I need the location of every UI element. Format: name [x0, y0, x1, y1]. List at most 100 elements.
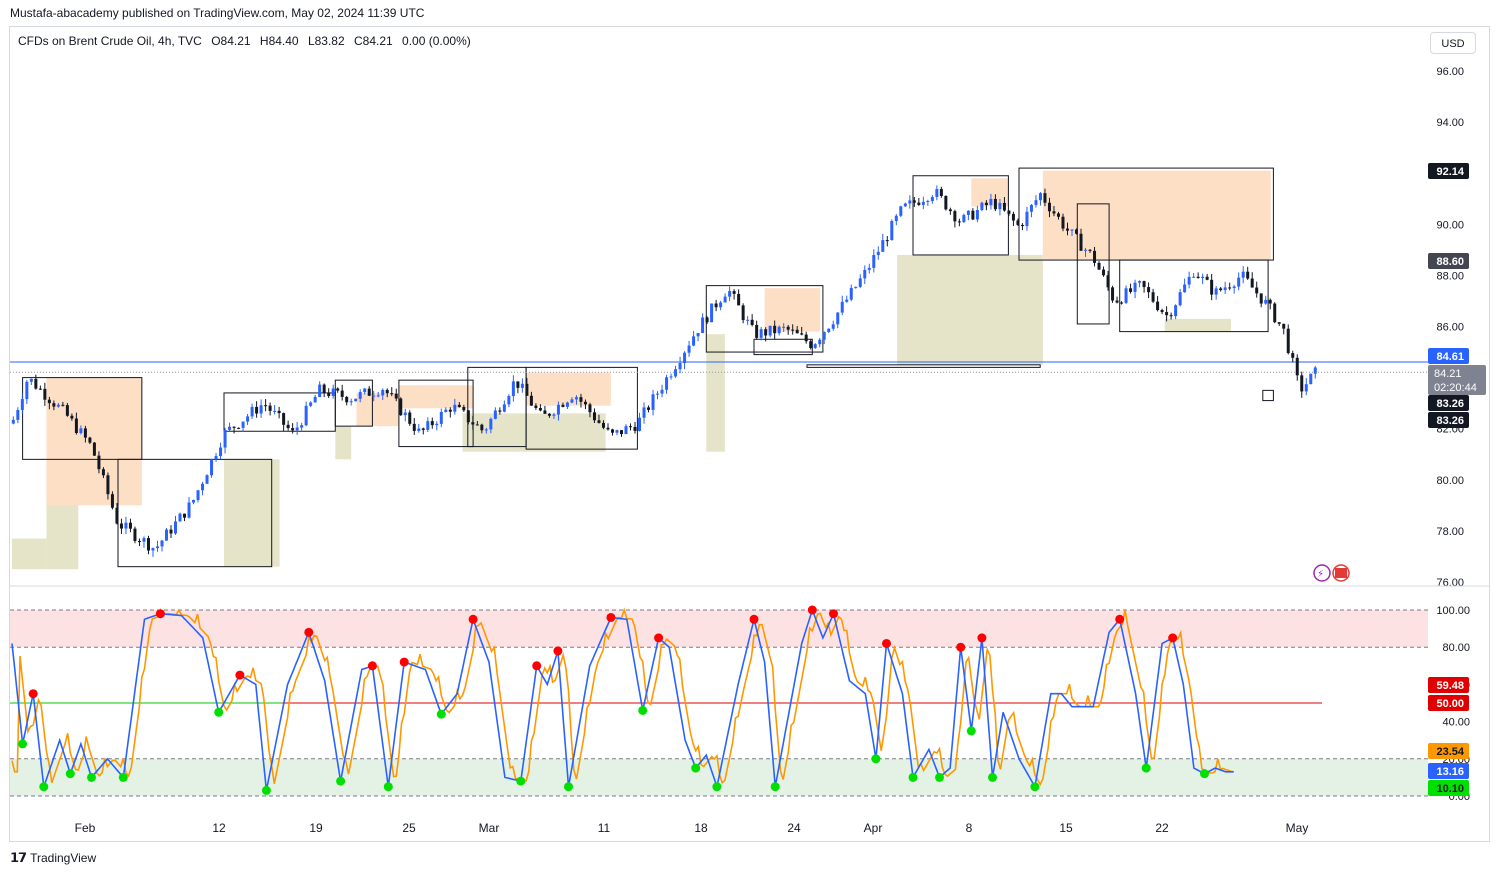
sell-signal-dot	[654, 633, 664, 643]
candle-body	[151, 548, 155, 551]
candle-body	[1241, 271, 1245, 278]
us-flag-icon	[1335, 568, 1347, 578]
candle-body	[1259, 293, 1263, 304]
candle-body	[989, 198, 993, 206]
candle-body	[660, 389, 664, 394]
candle-body	[876, 251, 880, 256]
sell-signal-dot	[468, 614, 478, 624]
candle-body	[651, 394, 655, 410]
candle-body	[223, 429, 227, 448]
candle-body	[800, 333, 804, 335]
candle-body	[1088, 249, 1092, 251]
candle-body	[426, 421, 430, 430]
time-tick-label: Mar	[479, 821, 500, 835]
candle-body	[155, 546, 159, 549]
candle-body	[1246, 271, 1250, 279]
candles-layer	[11, 185, 1317, 557]
candle-body	[836, 312, 840, 325]
candle-body	[331, 388, 335, 397]
buy-signal-dot	[118, 772, 128, 782]
candle-body	[556, 404, 560, 415]
level-box	[525, 366, 638, 450]
candle-body	[83, 428, 87, 438]
candle-body	[678, 363, 682, 370]
candle-body	[849, 287, 853, 300]
candle-body	[146, 538, 150, 551]
candle-body	[656, 393, 660, 395]
candle-body	[813, 344, 817, 348]
candle-body	[376, 395, 380, 397]
candle-body	[394, 393, 398, 399]
footer-brand[interactable]: 𝟭𝟳 TradingView	[10, 850, 96, 866]
candle-body	[606, 427, 610, 430]
price-tick-label: 96.00	[1436, 66, 1464, 78]
candle-body	[624, 426, 628, 435]
candle-body	[1029, 204, 1033, 212]
candle-body	[939, 189, 943, 196]
candle-body	[448, 409, 452, 412]
candle-body	[435, 423, 439, 426]
candle-body	[592, 412, 596, 421]
candle-body	[732, 291, 736, 294]
buy-signal-dot	[1141, 763, 1151, 773]
candle-body	[1070, 229, 1074, 231]
candle-body	[232, 426, 236, 428]
symbol-legend[interactable]: CFDs on Brent Crude Oil, 4h, TVC O84.21 …	[18, 34, 477, 48]
candle-body	[1056, 213, 1060, 217]
candle-body	[1052, 211, 1056, 214]
candle-body	[957, 221, 961, 223]
candle-body	[119, 523, 123, 529]
legend-low: L83.82	[307, 34, 345, 48]
candle-body	[746, 319, 750, 321]
price-tick-label: 78.00	[1436, 526, 1464, 538]
candle-body	[354, 398, 358, 402]
candle-body	[1025, 211, 1029, 227]
candle-body	[890, 221, 894, 241]
candle-body	[809, 341, 813, 348]
candle-body	[507, 396, 511, 405]
candle-body	[421, 428, 425, 430]
candle-body	[1138, 281, 1142, 283]
buy-signal-dot	[988, 772, 997, 782]
lightning-event-icon	[1313, 564, 1331, 582]
sell-signal-dot	[882, 638, 891, 648]
candle-body	[1291, 353, 1295, 358]
candle-body	[1007, 210, 1011, 214]
candle-body	[547, 413, 551, 416]
candle-body	[629, 426, 633, 428]
level-box	[806, 364, 1041, 368]
candle-body	[291, 428, 295, 431]
candle-body	[1120, 302, 1124, 304]
candle-body	[1178, 292, 1182, 306]
osc-label-50: 50.00	[1436, 698, 1464, 710]
candle-body	[1016, 220, 1020, 225]
candle-body	[615, 430, 619, 433]
candle-body	[1223, 287, 1227, 291]
candle-body	[687, 345, 691, 353]
currency-button[interactable]: USD	[1430, 32, 1476, 54]
time-tick-label: 18	[694, 821, 708, 835]
time-tick-label: May	[1286, 821, 1309, 835]
demand-zone	[12, 538, 47, 570]
candle-body	[142, 538, 146, 542]
candle-body	[728, 291, 732, 297]
candle-body	[935, 189, 939, 197]
sell-signal-dot	[367, 661, 377, 671]
candle-body	[1196, 276, 1200, 278]
candle-body	[1237, 277, 1241, 287]
candle-body	[457, 404, 461, 408]
candle-body	[250, 406, 254, 417]
candle-body	[782, 326, 786, 328]
candle-body	[588, 404, 592, 413]
candle-body	[92, 442, 96, 456]
candle-body	[412, 423, 416, 431]
candle-body	[1273, 303, 1277, 323]
candle-body	[863, 269, 867, 279]
candle-body	[1187, 276, 1191, 285]
candle-body	[574, 397, 578, 400]
candle-body	[169, 529, 173, 534]
buy-signal-dot	[908, 772, 918, 782]
sell-signal-dot	[749, 614, 759, 624]
